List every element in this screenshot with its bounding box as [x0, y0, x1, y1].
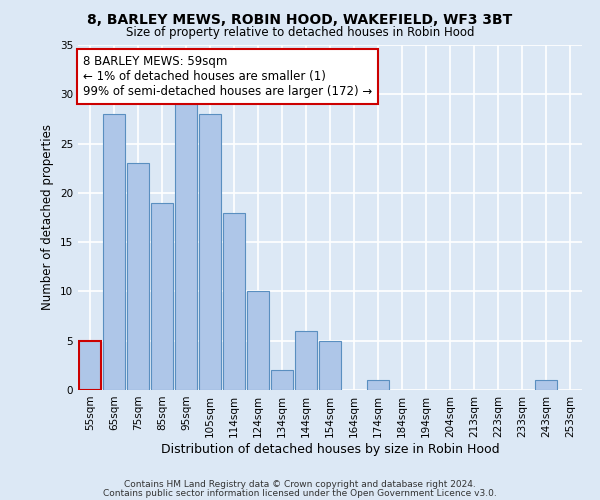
- Text: Size of property relative to detached houses in Robin Hood: Size of property relative to detached ho…: [126, 26, 474, 39]
- Bar: [271, 370, 293, 390]
- Bar: [175, 104, 197, 390]
- Bar: [79, 340, 101, 390]
- X-axis label: Distribution of detached houses by size in Robin Hood: Distribution of detached houses by size …: [161, 442, 499, 456]
- Bar: [535, 380, 557, 390]
- Text: 8, BARLEY MEWS, ROBIN HOOD, WAKEFIELD, WF3 3BT: 8, BARLEY MEWS, ROBIN HOOD, WAKEFIELD, W…: [88, 12, 512, 26]
- Text: Contains public sector information licensed under the Open Government Licence v3: Contains public sector information licen…: [103, 488, 497, 498]
- Text: Contains HM Land Registry data © Crown copyright and database right 2024.: Contains HM Land Registry data © Crown c…: [124, 480, 476, 489]
- Bar: [103, 114, 125, 390]
- Bar: [367, 380, 389, 390]
- Bar: [127, 164, 149, 390]
- Bar: [247, 292, 269, 390]
- Bar: [295, 331, 317, 390]
- Bar: [319, 340, 341, 390]
- Text: 8 BARLEY MEWS: 59sqm
← 1% of detached houses are smaller (1)
99% of semi-detache: 8 BARLEY MEWS: 59sqm ← 1% of detached ho…: [83, 56, 372, 98]
- Bar: [223, 212, 245, 390]
- Bar: [151, 202, 173, 390]
- Y-axis label: Number of detached properties: Number of detached properties: [41, 124, 55, 310]
- Bar: [199, 114, 221, 390]
